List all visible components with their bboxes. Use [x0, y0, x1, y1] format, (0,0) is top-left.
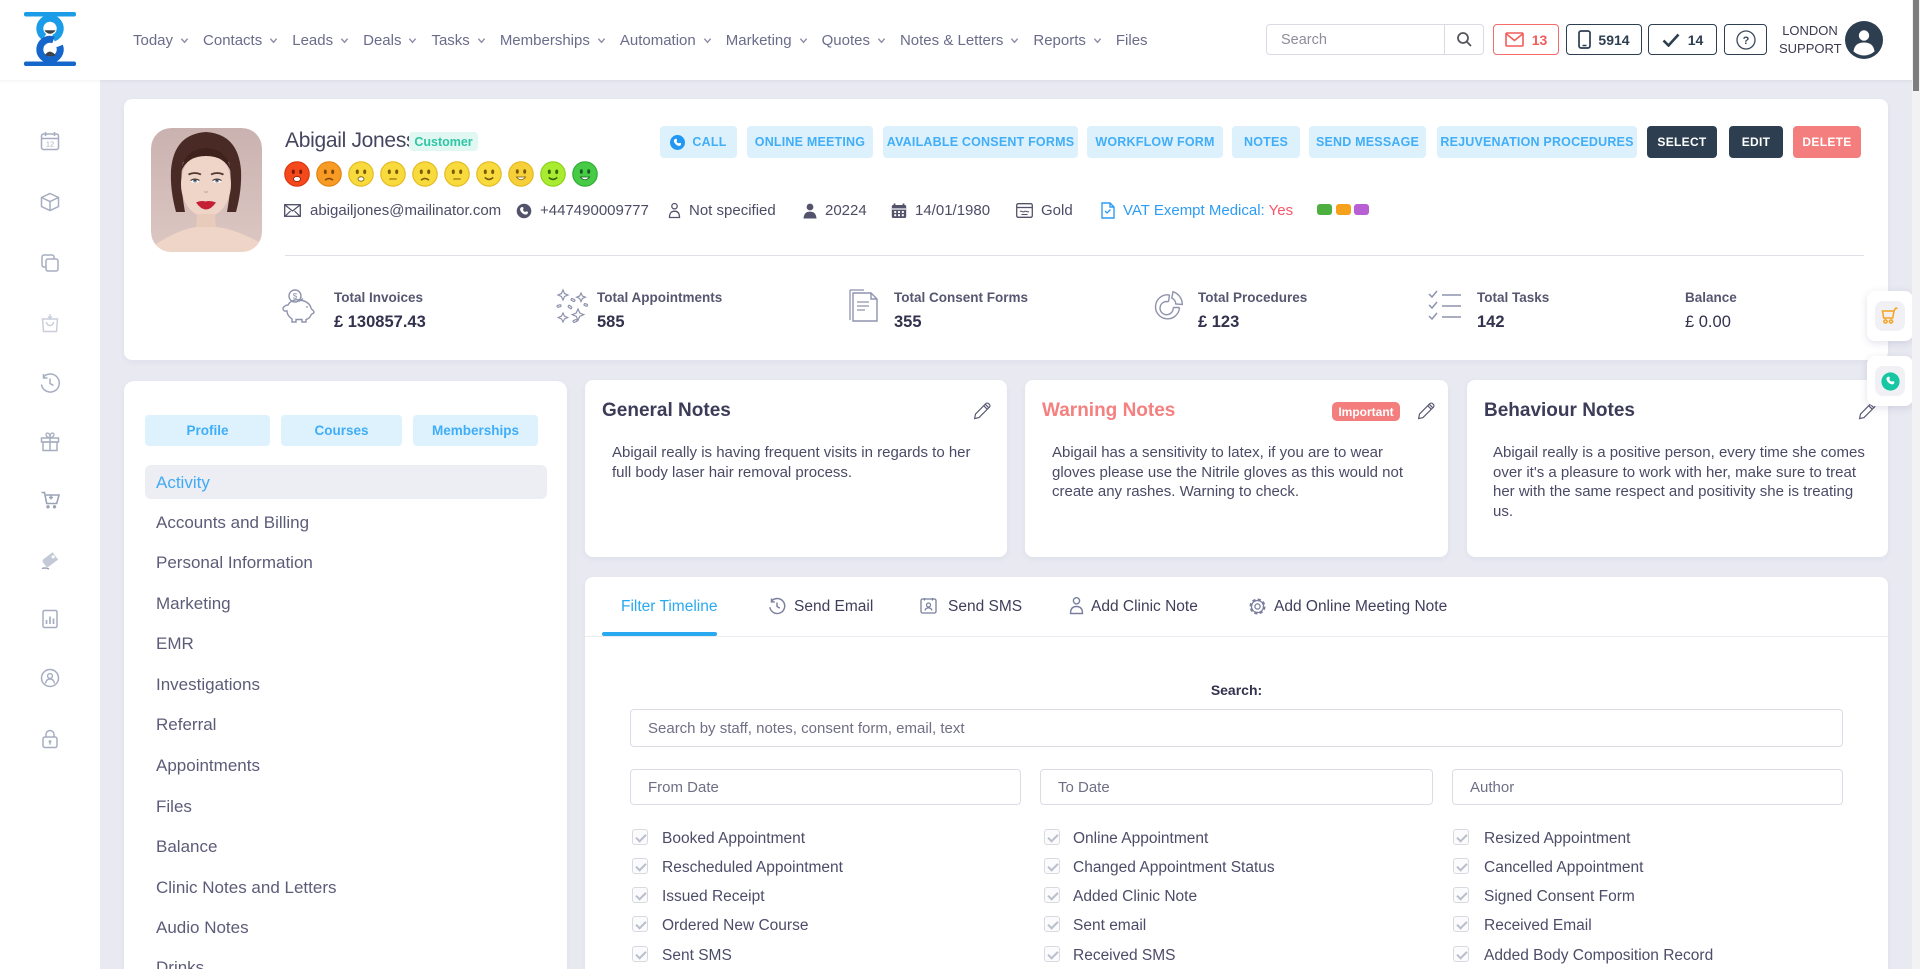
svg-text:?: ?: [1742, 35, 1749, 47]
svg-text:12: 12: [46, 140, 54, 149]
svg-text:$: $: [293, 292, 298, 301]
